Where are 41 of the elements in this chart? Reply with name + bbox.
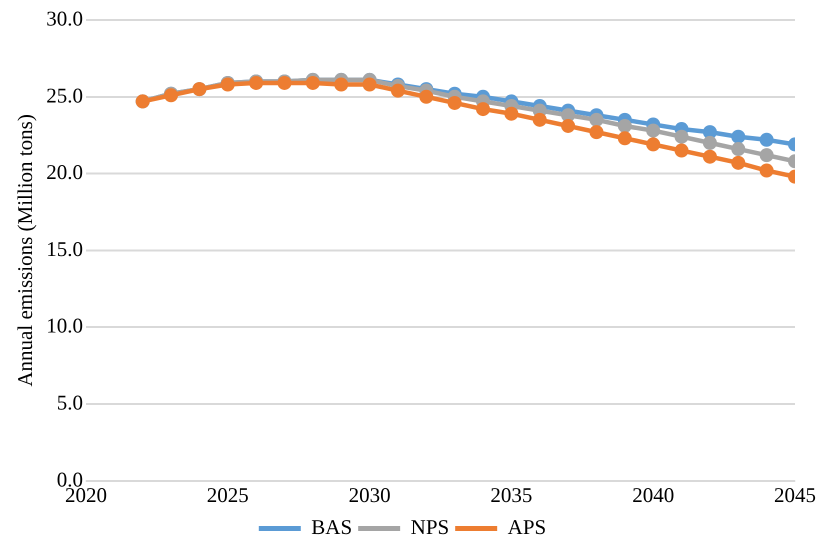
y-axis-title: Annual emissions (Million tons) bbox=[13, 114, 38, 387]
point bbox=[448, 96, 462, 110]
point bbox=[702, 136, 717, 150]
point bbox=[390, 84, 405, 98]
point bbox=[646, 124, 660, 138]
y-tick-label: 20.0 bbox=[46, 160, 83, 184]
point bbox=[760, 164, 774, 178]
y-tick-label: 5.0 bbox=[56, 390, 83, 415]
point bbox=[419, 90, 434, 104]
x-tick-label: 2025 bbox=[206, 482, 249, 507]
legend-label: BAS bbox=[311, 515, 352, 540]
point bbox=[504, 106, 518, 121]
point bbox=[674, 144, 689, 158]
x-tick-label: 2045 bbox=[774, 482, 816, 507]
point bbox=[760, 148, 774, 162]
point bbox=[532, 112, 547, 127]
y-tick-label: 30.0 bbox=[46, 6, 83, 31]
point bbox=[731, 130, 746, 144]
x-tick-label: 2040 bbox=[632, 482, 674, 507]
point bbox=[674, 130, 689, 144]
y-tick-label: 25.0 bbox=[46, 83, 83, 108]
point bbox=[646, 137, 660, 152]
x-tick-label: 2030 bbox=[348, 482, 391, 507]
point bbox=[760, 132, 774, 147]
point bbox=[618, 118, 632, 133]
point bbox=[334, 78, 348, 92]
point bbox=[476, 102, 490, 116]
point bbox=[589, 125, 604, 140]
point bbox=[731, 156, 746, 170]
x-tick-label: 2035 bbox=[490, 482, 532, 507]
point bbox=[306, 76, 320, 90]
point bbox=[589, 112, 604, 127]
legend-label: APS bbox=[508, 515, 546, 540]
legend-label: NPS bbox=[410, 515, 450, 540]
point bbox=[561, 118, 576, 133]
point bbox=[702, 150, 717, 164]
point bbox=[362, 78, 377, 92]
point bbox=[618, 131, 632, 146]
y-tick-label: 10.0 bbox=[46, 314, 83, 338]
point bbox=[731, 142, 746, 156]
y-tick-label: 15.0 bbox=[46, 236, 83, 261]
